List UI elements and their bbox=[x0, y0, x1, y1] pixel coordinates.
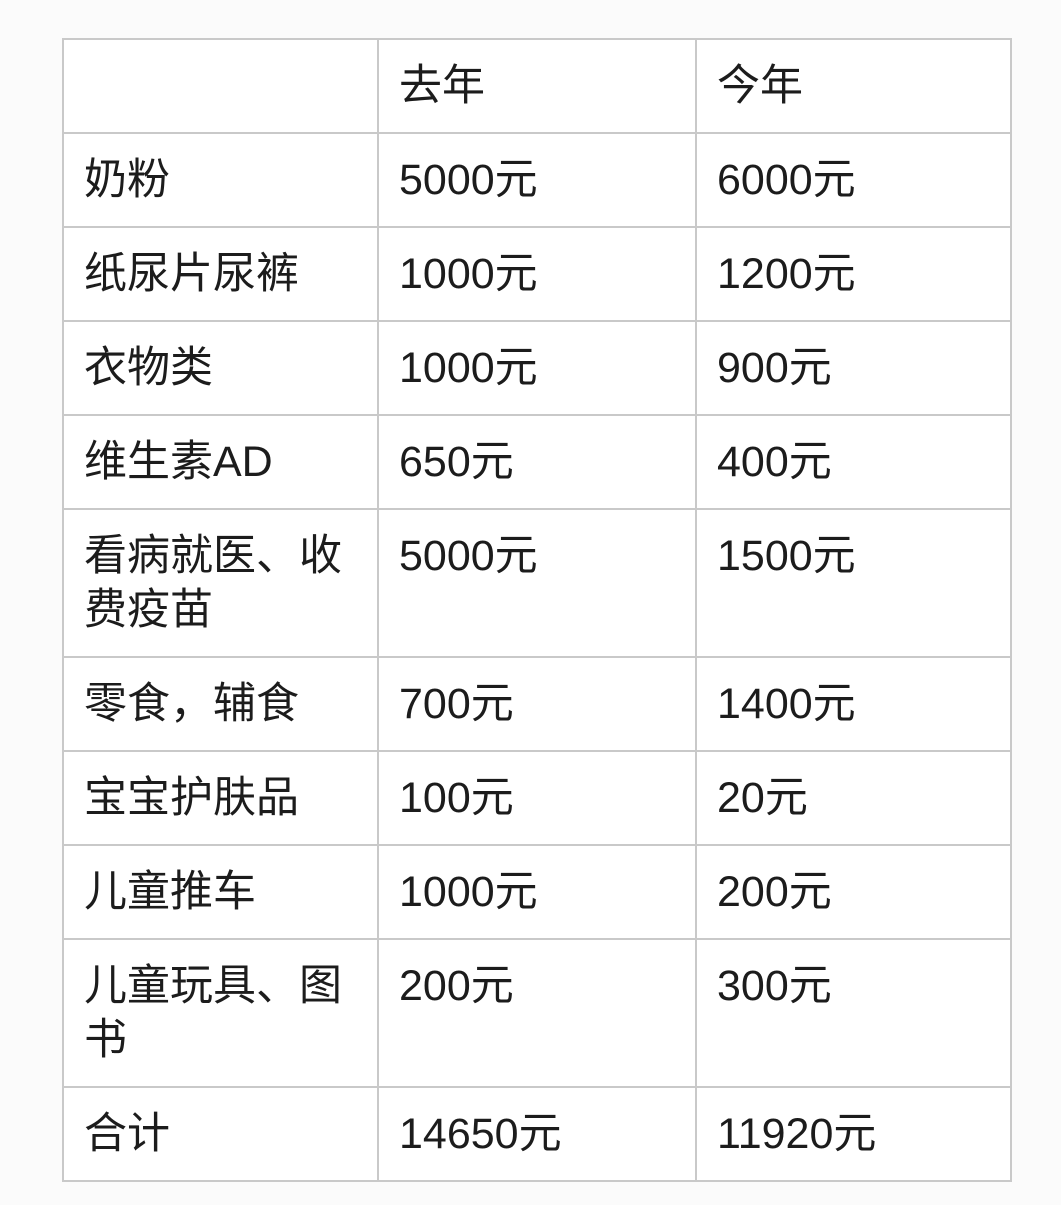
table-row: 宝宝护肤品 100元 20元 bbox=[62, 750, 1012, 846]
this-year-cell: 1400元 bbox=[695, 656, 1012, 752]
table-row: 纸尿片尿裤 1000元 1200元 bbox=[62, 226, 1012, 322]
category-cell: 衣物类 bbox=[62, 320, 379, 416]
this-year-cell: 20元 bbox=[695, 750, 1012, 846]
table-row: 看病就医、收费疫苗 5000元 1500元 bbox=[62, 508, 1012, 658]
this-year-cell: 300元 bbox=[695, 938, 1012, 1088]
header-row: 去年 今年 bbox=[62, 38, 1012, 134]
category-cell: 合计 bbox=[62, 1086, 379, 1182]
this-year-cell: 11920元 bbox=[695, 1086, 1012, 1182]
table-row: 维生素AD 650元 400元 bbox=[62, 414, 1012, 510]
last-year-cell: 1000元 bbox=[377, 320, 697, 416]
last-year-cell: 14650元 bbox=[377, 1086, 697, 1182]
this-year-cell: 400元 bbox=[695, 414, 1012, 510]
last-year-cell: 5000元 bbox=[377, 508, 697, 658]
category-cell: 奶粉 bbox=[62, 132, 379, 228]
table-row: 衣物类 1000元 900元 bbox=[62, 320, 1012, 416]
header-category bbox=[62, 38, 379, 134]
category-cell: 儿童玩具、图书 bbox=[62, 938, 379, 1088]
table-row: 儿童推车 1000元 200元 bbox=[62, 844, 1012, 940]
last-year-cell: 1000元 bbox=[377, 844, 697, 940]
table-row: 奶粉 5000元 6000元 bbox=[62, 132, 1012, 228]
category-cell: 零食，辅食 bbox=[62, 656, 379, 752]
category-cell: 纸尿片尿裤 bbox=[62, 226, 379, 322]
category-cell: 宝宝护肤品 bbox=[62, 750, 379, 846]
this-year-cell: 1200元 bbox=[695, 226, 1012, 322]
last-year-cell: 1000元 bbox=[377, 226, 697, 322]
last-year-cell: 100元 bbox=[377, 750, 697, 846]
category-cell: 维生素AD bbox=[62, 414, 379, 510]
last-year-cell: 700元 bbox=[377, 656, 697, 752]
table-row: 儿童玩具、图书 200元 300元 bbox=[62, 938, 1012, 1088]
last-year-cell: 200元 bbox=[377, 938, 697, 1088]
last-year-cell: 5000元 bbox=[377, 132, 697, 228]
last-year-cell: 650元 bbox=[377, 414, 697, 510]
this-year-cell: 900元 bbox=[695, 320, 1012, 416]
category-cell: 看病就医、收费疫苗 bbox=[62, 508, 379, 658]
table-row-total: 合计 14650元 11920元 bbox=[62, 1086, 1012, 1182]
expense-table: 去年 今年 奶粉 5000元 6000元 纸尿片尿裤 1000元 1200元 衣… bbox=[62, 38, 1012, 1182]
this-year-cell: 6000元 bbox=[695, 132, 1012, 228]
category-cell: 儿童推车 bbox=[62, 844, 379, 940]
this-year-cell: 1500元 bbox=[695, 508, 1012, 658]
header-this-year: 今年 bbox=[695, 38, 1012, 134]
expense-table-container: 去年 今年 奶粉 5000元 6000元 纸尿片尿裤 1000元 1200元 衣… bbox=[62, 38, 1012, 1182]
table-row: 零食，辅食 700元 1400元 bbox=[62, 656, 1012, 752]
this-year-cell: 200元 bbox=[695, 844, 1012, 940]
header-last-year: 去年 bbox=[377, 38, 697, 134]
